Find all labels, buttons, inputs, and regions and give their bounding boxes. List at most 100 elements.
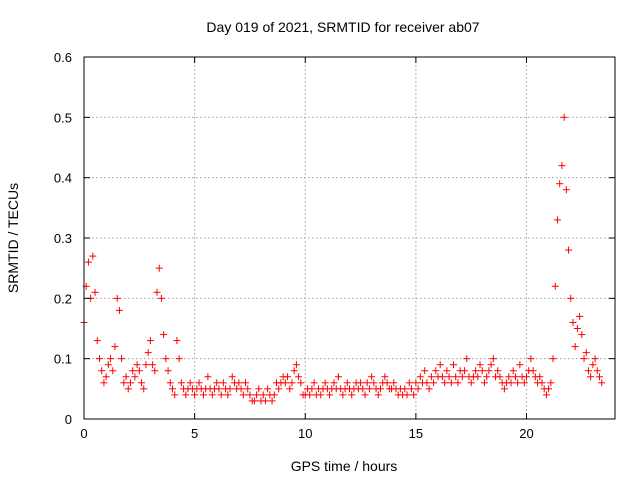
data-point: [476, 361, 484, 369]
data-point: [160, 331, 168, 339]
data-point: [578, 331, 586, 339]
data-point: [511, 373, 519, 381]
data-point: [436, 361, 444, 369]
data-point: [580, 355, 588, 363]
data-point: [286, 385, 294, 393]
data-point: [215, 385, 223, 393]
data-point: [268, 397, 276, 405]
data-point: [173, 337, 181, 345]
data-point: [321, 379, 329, 387]
y-tick-label: 0.3: [54, 231, 72, 246]
data-point: [104, 361, 112, 369]
data-point: [204, 373, 212, 381]
chart-title: Day 019 of 2021, SRMTID for receiver ab0…: [206, 19, 479, 35]
data-point: [246, 391, 254, 399]
data-point: [255, 385, 263, 393]
data-point: [124, 385, 132, 393]
data-point: [516, 361, 524, 369]
x-tick-label: 15: [409, 426, 423, 441]
data-point: [478, 367, 486, 375]
data-point: [219, 379, 227, 387]
data-point: [284, 373, 292, 381]
data-point: [102, 373, 110, 381]
data-point: [542, 391, 550, 399]
data-point: [122, 373, 130, 381]
data-point: [571, 343, 579, 351]
data-point: [259, 391, 267, 399]
data-point: [334, 373, 342, 381]
data-point: [441, 379, 449, 387]
data-point: [445, 373, 453, 381]
data-point: [175, 355, 183, 363]
data-point: [199, 391, 207, 399]
data-point: [523, 373, 530, 381]
data-point: [208, 391, 216, 399]
data-point: [509, 367, 517, 375]
data-point: [253, 391, 261, 399]
data-point: [275, 385, 283, 393]
data-point: [149, 361, 157, 369]
data-point: [494, 367, 502, 375]
data-point: [250, 397, 258, 405]
data-point: [423, 379, 431, 387]
data-point: [589, 361, 597, 369]
data-point: [556, 180, 564, 188]
data-point: [118, 355, 126, 363]
data-point: [295, 373, 303, 381]
data-point: [381, 373, 389, 381]
data-point: [480, 379, 488, 387]
data-point: [224, 391, 232, 399]
grid-lines: [84, 57, 615, 419]
data-point: [414, 385, 422, 393]
data-point: [186, 379, 194, 387]
data-point: [361, 391, 369, 399]
data-point: [403, 391, 411, 399]
data-point: [226, 385, 234, 393]
data-point: [135, 367, 143, 375]
data-point: [587, 373, 595, 381]
data-point: [514, 379, 522, 387]
data-point: [407, 385, 415, 393]
data-point: [401, 385, 409, 393]
data-point: [425, 385, 433, 393]
y-tick-label: 0.4: [54, 171, 72, 186]
data-point: [483, 373, 491, 381]
data-point: [467, 379, 475, 387]
data-point: [292, 361, 300, 369]
axis-ticks: [83, 56, 615, 420]
data-point: [138, 379, 146, 387]
x-tick-labels: 0 5 10 15 20: [80, 426, 533, 441]
data-point: [538, 379, 546, 387]
data-point: [545, 385, 553, 393]
data-point: [584, 367, 592, 375]
data-point: [443, 367, 451, 375]
data-point: [390, 379, 398, 387]
data-point: [562, 186, 570, 194]
data-point: [383, 379, 391, 387]
data-point: [155, 264, 163, 272]
data-point: [365, 385, 373, 393]
data-point: [288, 379, 296, 387]
data-point: [432, 367, 440, 375]
data-point: [430, 379, 438, 387]
data-point: [310, 379, 318, 387]
data-point: [458, 373, 466, 381]
data-point: [242, 379, 250, 387]
data-point: [368, 373, 376, 381]
data-point: [487, 361, 495, 369]
data-point: [290, 367, 298, 375]
y-tick-label: 0.2: [54, 291, 72, 306]
data-point: [357, 379, 365, 387]
data-point: [237, 385, 245, 393]
data-point: [166, 379, 174, 387]
data-point: [485, 367, 493, 375]
data-point: [140, 385, 148, 393]
data-point: [474, 373, 482, 381]
data-point: [565, 246, 573, 254]
data-point: [146, 337, 154, 345]
data-points: [80, 113, 606, 405]
y-tick-label: 0.5: [54, 110, 72, 125]
data-point: [412, 379, 420, 387]
data-point: [126, 379, 134, 387]
data-point: [374, 391, 382, 399]
